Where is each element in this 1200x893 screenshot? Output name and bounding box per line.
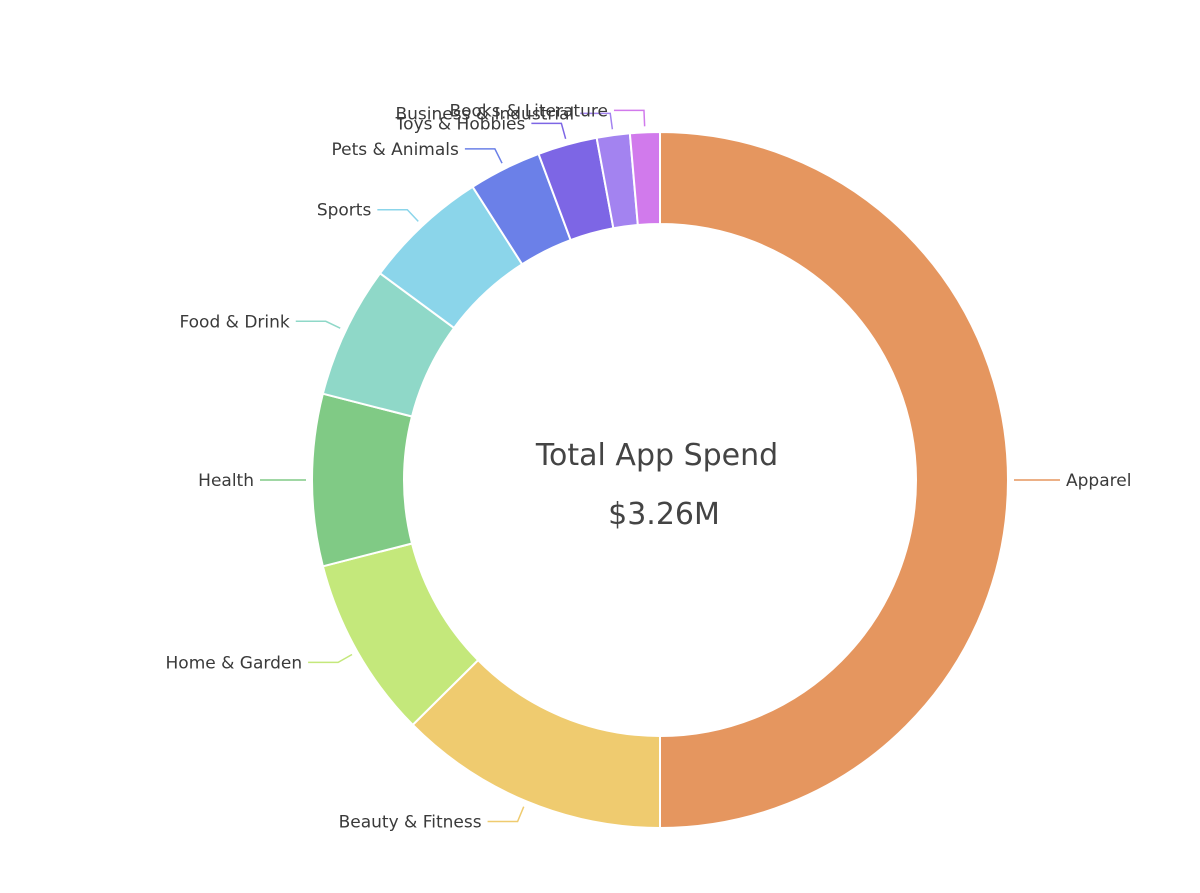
leader-beauty-and-fitness (487, 806, 525, 823)
leader-toys-and-hobbies (531, 122, 567, 140)
leader-business-and-industrial (580, 112, 614, 130)
label-beauty-and-fitness: Beauty & Fitness (339, 812, 482, 832)
label-leader-lines (260, 109, 1060, 823)
leader-books-and-literature (613, 109, 646, 127)
label-books-and-literature: Books & Literature (449, 101, 607, 121)
center-value: $3.26M (608, 497, 720, 532)
slice-apparel[interactable] (659, 130, 1009, 830)
label-sports: Sports (317, 201, 372, 221)
leader-food-and-drink (295, 320, 341, 329)
slice-labels: Apparel Beauty & Fitness Home & Garden Heal… (166, 101, 1132, 832)
label-business-and-industrial: Business & Industrial (395, 104, 574, 124)
label-pets-and-animals: Pets & Animals (331, 140, 459, 160)
leader-sports (377, 208, 419, 222)
slice-health[interactable] (310, 392, 414, 568)
leader-pets-and-animals (464, 148, 503, 164)
label-home-and-garden: Home & Garden (166, 653, 303, 673)
label-health: Health (198, 471, 254, 491)
label-apparel: Apparel (1066, 471, 1131, 491)
label-food-and-drink: Food & Drink (179, 312, 289, 332)
slice-books-and-literature[interactable] (628, 130, 661, 227)
center-title: Total App Spend (535, 438, 778, 473)
donut-slices (310, 130, 1009, 830)
label-toys-and-hobbies: Toys & Hobbies (395, 114, 526, 134)
leader-home-and-garden (308, 653, 353, 664)
